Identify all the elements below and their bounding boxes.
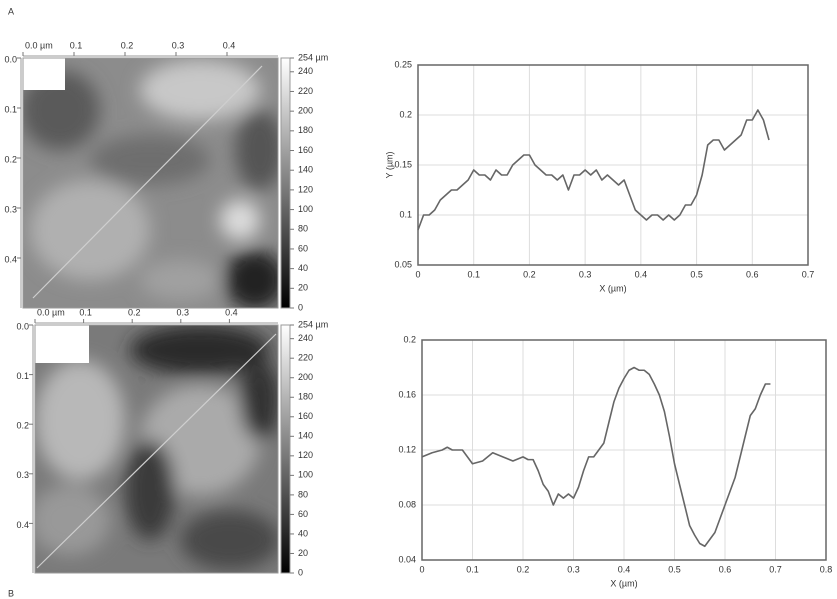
y-tick-label: 0.12 bbox=[398, 444, 416, 454]
x-tick-label: 0.4 bbox=[223, 40, 236, 50]
colorbar-tick-label: 80 bbox=[298, 489, 308, 499]
plot-frame bbox=[417, 64, 809, 266]
colorbar-tick-label: 60 bbox=[298, 509, 308, 519]
x-tick-label: 0.3 bbox=[567, 564, 580, 574]
x-tick-label: 0.5 bbox=[668, 564, 681, 574]
y-tick-label: 0.0 bbox=[16, 321, 29, 331]
afm-image bbox=[35, 325, 278, 573]
y-tick-label: 0.16 bbox=[398, 389, 416, 399]
x-tick-label: 0.1 bbox=[467, 269, 480, 279]
y-tick-label: 0.1 bbox=[16, 371, 29, 381]
x-tick-label: 0.8 bbox=[820, 564, 833, 574]
x-tick-label: 0.2 bbox=[517, 564, 530, 574]
y-tick-label: 0.1 bbox=[4, 104, 17, 114]
y-tick-label: 0.08 bbox=[398, 499, 416, 509]
y-tick-label: 0.04 bbox=[398, 554, 416, 564]
colorbar-tick-label: 100 bbox=[298, 204, 313, 214]
colorbar-tick-label: 120 bbox=[298, 450, 313, 460]
colorbar-tick-label: 120 bbox=[298, 184, 313, 194]
profile-line bbox=[421, 366, 771, 548]
x-tick-label: 0.1 bbox=[70, 40, 83, 50]
y-tick-label: 0.25 bbox=[394, 59, 412, 69]
afm-image bbox=[23, 58, 278, 308]
x-tick-label: 0.7 bbox=[769, 564, 782, 574]
x-tick-label: 0.3 bbox=[579, 269, 592, 279]
y-tick-label: 0.4 bbox=[16, 520, 29, 530]
colorbar-tick-label: 140 bbox=[298, 431, 313, 441]
profile-line bbox=[417, 109, 770, 231]
y-tick-label: 0.05 bbox=[394, 259, 412, 269]
x-tick-label: 0.7 bbox=[802, 269, 815, 279]
y-tick-label: 0.0 bbox=[4, 54, 17, 64]
colorbar-tick-label: 140 bbox=[298, 165, 313, 175]
y-axis-label: Y (µm) bbox=[384, 151, 394, 178]
x-tick-label: 0.3 bbox=[172, 40, 185, 50]
colorbar-tick-label: 160 bbox=[298, 411, 313, 421]
colorbar-tick-label: 40 bbox=[298, 263, 308, 273]
x-tick-label: 0.2 bbox=[121, 40, 134, 50]
colorbar-tick-label: 200 bbox=[298, 372, 313, 382]
x-tick-label: 0.1 bbox=[466, 564, 479, 574]
y-tick-label: 0.1 bbox=[399, 209, 412, 219]
colorbar bbox=[280, 324, 291, 574]
colorbar-tick-label: 254 µm bbox=[298, 52, 328, 62]
colorbar-tick-label: 240 bbox=[298, 333, 313, 343]
x-tick-label: 0.2 bbox=[128, 307, 141, 317]
y-tick-label: 0.15 bbox=[394, 159, 412, 169]
panel-label: A bbox=[8, 6, 14, 16]
colorbar-tick-label: 60 bbox=[298, 243, 308, 253]
y-tick-label: 0.2 bbox=[16, 421, 29, 431]
x-tick-label: 0.0 µm bbox=[25, 40, 53, 50]
y-tick-label: 0.3 bbox=[16, 470, 29, 480]
x-tick-label: 0 bbox=[415, 269, 420, 279]
colorbar bbox=[280, 57, 291, 309]
x-axis-label: X (µm) bbox=[599, 283, 626, 293]
plot-frame bbox=[421, 339, 827, 561]
x-tick-label: 0.1 bbox=[79, 307, 92, 317]
y-tick-label: 0.2 bbox=[4, 154, 17, 164]
colorbar-tick-label: 0 bbox=[298, 302, 303, 312]
x-tick-label: 0.6 bbox=[719, 564, 732, 574]
x-tick-label: 0.4 bbox=[225, 307, 238, 317]
y-tick-label: 0.3 bbox=[4, 204, 17, 214]
panel-label: B bbox=[8, 588, 14, 598]
colorbar-tick-label: 20 bbox=[298, 283, 308, 293]
colorbar-tick-label: 240 bbox=[298, 66, 313, 76]
x-tick-label: 0.3 bbox=[177, 307, 190, 317]
image-frame bbox=[34, 324, 279, 574]
x-tick-label: 0 bbox=[419, 564, 424, 574]
x-tick-label: 0.2 bbox=[523, 269, 536, 279]
x-tick-label: 0.6 bbox=[746, 269, 759, 279]
colorbar-tick-label: 20 bbox=[298, 548, 308, 558]
colorbar-tick-label: 100 bbox=[298, 470, 313, 480]
x-tick-label: 0.4 bbox=[618, 564, 631, 574]
y-tick-label: 0.4 bbox=[4, 254, 17, 264]
colorbar-tick-label: 220 bbox=[298, 86, 313, 96]
y-tick-label: 0.2 bbox=[399, 109, 412, 119]
y-tick-label: 0.2 bbox=[403, 334, 416, 344]
x-tick-label: 0.0 µm bbox=[37, 307, 65, 317]
colorbar-tick-label: 200 bbox=[298, 106, 313, 116]
colorbar-tick-label: 180 bbox=[298, 125, 313, 135]
colorbar-tick-label: 0 bbox=[298, 567, 303, 577]
colorbar-tick-label: 180 bbox=[298, 392, 313, 402]
x-axis-label: X (µm) bbox=[610, 578, 637, 588]
colorbar-tick-label: 40 bbox=[298, 528, 308, 538]
image-frame bbox=[22, 57, 279, 309]
x-tick-label: 0.4 bbox=[635, 269, 648, 279]
x-tick-label: 0.5 bbox=[690, 269, 703, 279]
colorbar-tick-label: 220 bbox=[298, 353, 313, 363]
colorbar-tick-label: 80 bbox=[298, 224, 308, 234]
colorbar-tick-label: 254 µm bbox=[298, 319, 328, 329]
colorbar-tick-label: 160 bbox=[298, 145, 313, 155]
